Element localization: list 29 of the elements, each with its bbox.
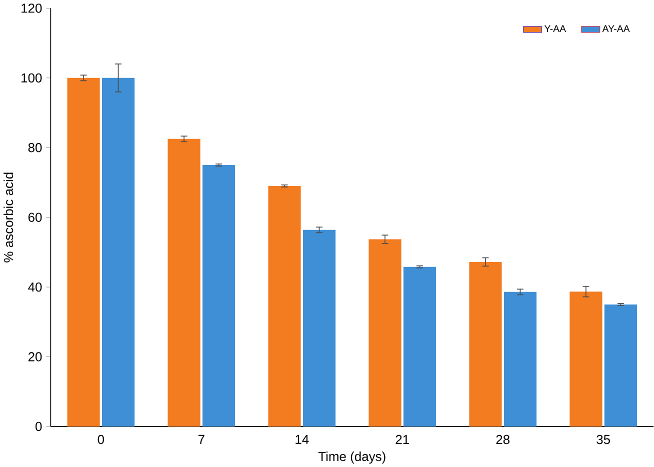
y-tick-label: 20 (28, 352, 42, 362)
bar (504, 292, 537, 426)
y-tick-label: 40 (28, 282, 42, 292)
x-axis-title: Time (days) (318, 451, 386, 464)
y-tick-label: 100 (22, 73, 42, 82)
x-tick-label: 28 (496, 434, 510, 444)
x-tick-label: 0 (98, 434, 104, 444)
bar (604, 304, 637, 426)
bar (102, 78, 135, 426)
bar (202, 164, 236, 426)
y-tick-label: 120 (22, 3, 42, 13)
bar (67, 78, 100, 426)
bar (268, 186, 301, 426)
x-tick-label: 35 (596, 434, 610, 444)
y-tick-label: 60 (28, 212, 42, 222)
x-tick-label: 7 (198, 434, 204, 444)
bar (168, 138, 200, 426)
bar (469, 262, 502, 426)
x-tick-label: 21 (396, 434, 409, 444)
bar (302, 230, 336, 426)
y-axis-title: % ascorbic acid (4, 172, 14, 262)
bar (570, 291, 602, 426)
y-tick-label: 80 (28, 142, 42, 152)
y-tick-label: 0 (36, 422, 42, 431)
legend-label: AY-AA (602, 25, 630, 32)
bar (403, 266, 436, 426)
legend-label: Y-AA (544, 25, 566, 32)
x-tick-label: 14 (296, 434, 309, 444)
bar (368, 239, 402, 426)
